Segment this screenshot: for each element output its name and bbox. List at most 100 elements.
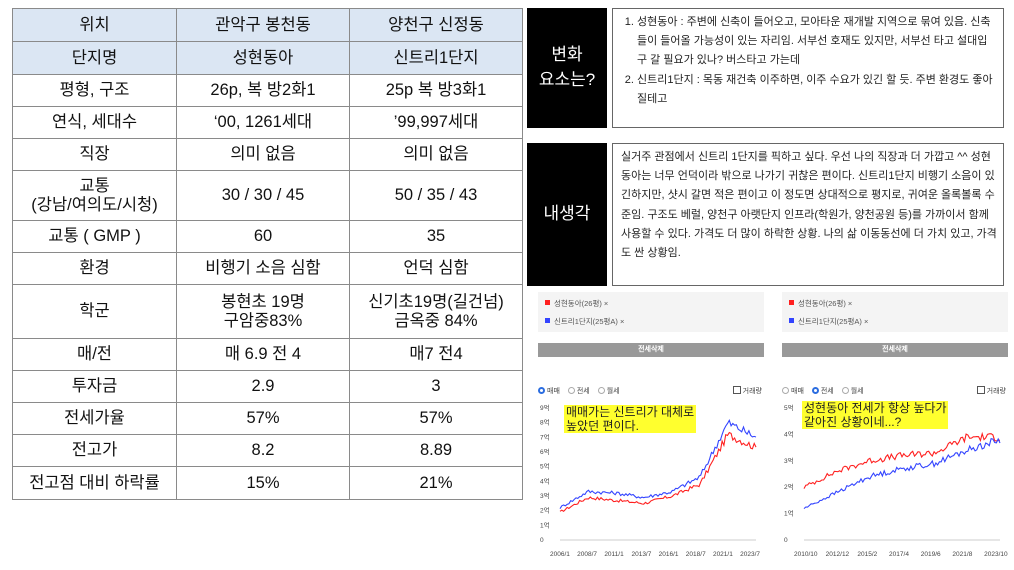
my-opinion-label: 내생각 bbox=[527, 143, 607, 286]
cell-sintree: 신기초19명(길건넘) 금옥중 84% bbox=[349, 284, 523, 339]
legend-item-1[interactable]: 성현동아(26평) × bbox=[545, 298, 608, 309]
jeonse-price-chart: 성현동아(26평) × 신트리1단지(25평A) × 전세삭제 매매 전세 월세… bbox=[782, 292, 1008, 564]
y-tick-label: 2억 bbox=[540, 507, 550, 515]
cell-sunghyun: 8.2 bbox=[176, 434, 350, 467]
y-tick-label: 2억 bbox=[784, 483, 794, 491]
volume-checkbox[interactable]: 거래량 bbox=[976, 386, 1006, 396]
cell-sintree: 25p 복 방3화1 bbox=[349, 74, 523, 107]
row-label: 매/전 bbox=[12, 338, 177, 371]
delete-jeonse-button[interactable]: 전세삭제 bbox=[538, 343, 764, 357]
table-row: 투자금 2.9 3 bbox=[12, 370, 523, 403]
radio bbox=[538, 387, 545, 394]
x-tick-label: 2023/7 bbox=[740, 551, 760, 558]
y-tick-label: 5억 bbox=[540, 463, 550, 471]
comparison-table: 위치 관악구 봉천동 양천구 신정동 단지명 성현동아 신트리1단지 평형, 구조 26p, … bbox=[12, 8, 523, 500]
y-tick-label: 1억 bbox=[784, 510, 794, 518]
row-label: 투자금 bbox=[12, 370, 177, 403]
y-tick-label: 1억 bbox=[540, 521, 550, 529]
legend-item-1[interactable]: 성현동아(26평) × bbox=[789, 298, 852, 309]
option-sale[interactable]: 매매 bbox=[538, 386, 560, 396]
y-tick-label: 4억 bbox=[540, 477, 550, 485]
table-row: 전고점 대비 하락률 15% 21% bbox=[12, 466, 523, 500]
legend-label: 성현동아(26평) × bbox=[554, 299, 609, 308]
note-text: 성현동아 전세가 항상 높다가 같아진 상황이네...? bbox=[804, 401, 947, 429]
option-label: 전세 bbox=[576, 388, 590, 395]
option-label: 매매 bbox=[791, 388, 804, 395]
sale-price-chart: 성현동아(26평) × 신트리1단지(25평A) × 전세삭제 매매 전세 월세… bbox=[538, 292, 764, 564]
cell-sunghyun: 관악구 봉천동 bbox=[176, 8, 350, 42]
cell-sunghyun: ‘00, 1261세대 bbox=[176, 106, 350, 139]
row-label: 평형, 구조 bbox=[12, 74, 177, 107]
plot-area: 9억 8억 7억 6억 5억 4억 3억 2억 1억 0 2006/1 2008/7 2011/1 201… bbox=[538, 404, 764, 564]
legend-label: 성현동아(26평) × bbox=[798, 299, 853, 308]
annotation-note: 성현동아 전세가 항상 높다가 같아진 상황이네...? bbox=[802, 401, 949, 429]
y-tick-label: 7억 bbox=[540, 433, 550, 441]
option-label: 전세 bbox=[820, 388, 834, 395]
series-line-sintree bbox=[803, 437, 1001, 510]
table-header-row: 위치 관악구 봉천동 양천구 신정동 bbox=[12, 8, 523, 42]
delete-jeonse-button[interactable]: 전세삭제 bbox=[782, 343, 1008, 357]
table-row: 매/전 매 6.9 전 4 매7 전4 bbox=[12, 338, 523, 371]
x-tick-label: 2017/4 bbox=[889, 551, 909, 558]
legend-item-2[interactable]: 신트리1단지(25평A) × bbox=[545, 316, 624, 327]
legend-label: 신트리1단지(25평A) × bbox=[798, 317, 869, 326]
table-row: 교통 ( GMP ) 60 35 bbox=[12, 220, 523, 253]
legend: 성현동아(26평) × 신트리1단지(25평A) × bbox=[782, 292, 1008, 332]
x-tick-label: 2010/10 bbox=[794, 551, 818, 558]
y-tick-label: 0 bbox=[784, 537, 788, 544]
volume-label: 거래량 bbox=[742, 388, 762, 395]
option-jeonse[interactable]: 전세 bbox=[811, 386, 834, 396]
x-tick-label: 2012/12 bbox=[826, 551, 850, 558]
table-row: 학군 봉현초 19명 구암중83% 신기초19명(길건넘) 금옥중 84% bbox=[12, 284, 523, 339]
line-chart: 5억 4억 3억 2억 1억 0 2010/10 2012/12 2015/2 2017/4 201… bbox=[784, 404, 1008, 558]
y-tick-label: 0 bbox=[540, 537, 544, 544]
legend-item-2[interactable]: 신트리1단지(25평A) × bbox=[789, 316, 868, 327]
option-sale[interactable]: 매매 bbox=[782, 386, 804, 396]
cell-sintree: 35 bbox=[349, 220, 523, 253]
checkbox bbox=[732, 386, 741, 394]
x-tick-label: 2023/10 bbox=[984, 551, 1008, 558]
series-line-sunghyun bbox=[559, 431, 757, 512]
y-tick-label: 4억 bbox=[784, 430, 794, 438]
legend-swatch bbox=[789, 300, 794, 305]
plot-area: 5억 4억 3억 2억 1억 0 2010/10 2012/12 2015/2 2017/4 201… bbox=[782, 404, 1008, 564]
radio bbox=[597, 387, 605, 394]
legend-label: 신트리1단지(25평A) × bbox=[554, 317, 625, 326]
my-opinion-text: 실거주 관점에서 신트리 1단지를 픽하고 싶다. 우선 나의 직장과 더 가깝… bbox=[612, 143, 1004, 286]
option-jeonse[interactable]: 전세 bbox=[567, 386, 590, 396]
row-label: 직장 bbox=[12, 138, 177, 171]
x-tick-label: 2019/6 bbox=[921, 551, 941, 558]
volume-checkbox[interactable]: 거래량 bbox=[732, 386, 762, 396]
cell-sunghyun: 57% bbox=[176, 402, 350, 435]
option-monthly[interactable]: 월세 bbox=[597, 386, 620, 396]
series-line-sunghyun bbox=[803, 431, 1001, 489]
x-tick-label: 2021/8 bbox=[952, 551, 972, 558]
x-tick-label: 2011/1 bbox=[604, 551, 624, 558]
option-label: 매매 bbox=[547, 388, 560, 395]
option-monthly[interactable]: 월세 bbox=[841, 386, 864, 396]
cell-sunghyun: 60 bbox=[176, 220, 350, 253]
x-tick-label: 2008/7 bbox=[577, 551, 597, 558]
cell-sunghyun: 15% bbox=[176, 466, 350, 500]
x-tick-label: 2021/1 bbox=[713, 551, 733, 558]
row-label: 전세가율 bbox=[12, 402, 177, 435]
row-label: 학군 bbox=[12, 284, 177, 339]
row-label: 교통 (강남/여의도/시청) bbox=[12, 170, 177, 221]
table-name-row: 단지명 성현동아 신트리1단지 bbox=[12, 41, 523, 75]
trade-type-options: 매매 전세 월세 거래량 bbox=[782, 386, 1008, 398]
option-label: 월세 bbox=[850, 388, 864, 395]
row-label: 위치 bbox=[12, 8, 177, 42]
change-item-1: 성현동아 : 주변에 신축이 들어오고, 모아타운 재개발 지역으로 묶여 있음… bbox=[637, 13, 997, 71]
radio bbox=[567, 387, 575, 394]
table-row: 환경 비행기 소음 심함 언덕 심함 bbox=[12, 252, 523, 285]
series-line-sintree bbox=[559, 418, 757, 509]
legend-swatch bbox=[545, 318, 550, 323]
cell-sintree: 21% bbox=[349, 466, 523, 500]
legend-swatch bbox=[545, 300, 550, 305]
cell-sunghyun: 비행기 소음 심함 bbox=[176, 252, 350, 285]
y-tick-label: 9억 bbox=[540, 404, 550, 412]
table-row: 평형, 구조 26p, 복 방2화1 25p 복 방3화1 bbox=[12, 74, 523, 107]
change-factor-label: 변화 요소는? bbox=[527, 8, 607, 128]
cell-sintree: 매7 전4 bbox=[349, 338, 523, 371]
radio bbox=[811, 387, 819, 394]
